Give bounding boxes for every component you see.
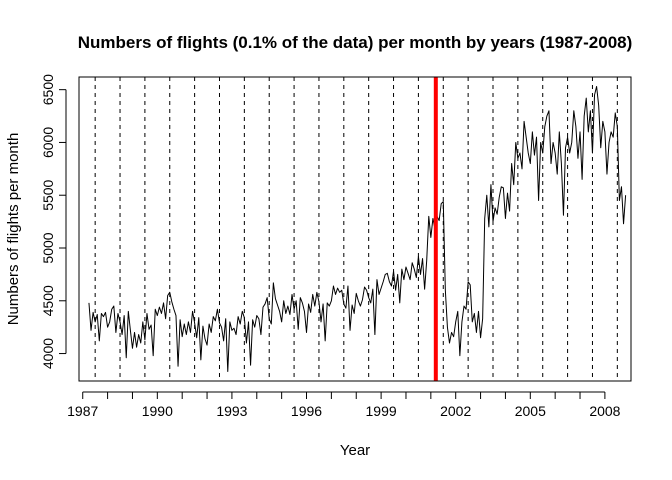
y-axis: 4000 4500 5000 5500 6000 6500: [40, 74, 67, 369]
series-line: [88, 86, 627, 372]
x-tick-label: 2008: [589, 403, 620, 419]
x-tick-label: 1996: [291, 403, 322, 419]
x-axis: 1987 1990 1993 1996 1999 2002 2005 2008: [67, 391, 621, 419]
y-tick-label: 4000: [40, 338, 56, 369]
x-tick-label: 2002: [440, 403, 471, 419]
y-tick-label: 5000: [40, 232, 56, 263]
chart-title: Numbers of flights (0.1% of the data) pe…: [78, 33, 633, 52]
y-tick-label: 4500: [40, 285, 56, 316]
x-tick-label: 2005: [515, 403, 546, 419]
plot-area: [78, 76, 632, 382]
y-axis-label: Numbers of flights per month: [5, 133, 22, 326]
y-tick-label: 5500: [40, 179, 56, 210]
x-tick-label: 1999: [366, 403, 397, 419]
y-tick-label: 6000: [40, 127, 56, 158]
x-tick-label: 1993: [216, 403, 247, 419]
plot-frame: [78, 76, 632, 382]
x-axis-label: Year: [340, 442, 370, 459]
x-tick-label: 1990: [142, 403, 173, 419]
y-tick-label: 6500: [40, 74, 56, 105]
x-tick-label: 1987: [67, 403, 98, 419]
